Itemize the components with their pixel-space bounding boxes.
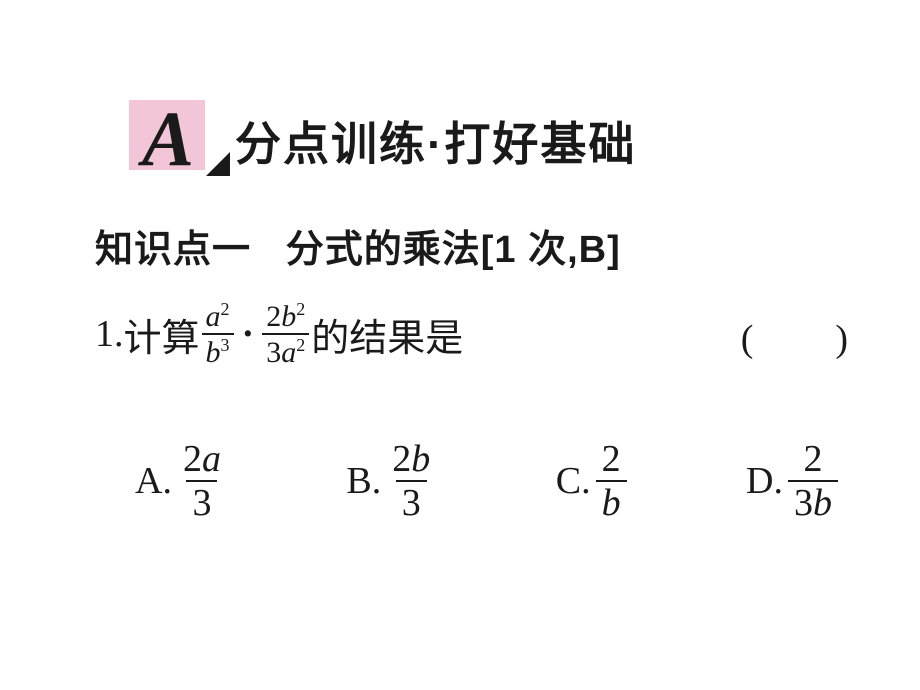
frac2-num-coef: 2 xyxy=(266,300,281,333)
option-c-label: C. xyxy=(556,459,591,503)
knowledge-point-heading: 知识点一 分式的乘法[1 次,B] xyxy=(95,218,621,273)
question-number: 1. xyxy=(95,312,124,356)
frac1-den-var: b xyxy=(206,336,221,369)
option-b: B. 2b 3 xyxy=(346,440,438,522)
opt-a-den: 3 xyxy=(192,482,211,524)
frac2-den-coef: 3 xyxy=(266,336,281,369)
knowledge-label: 知识点一 xyxy=(95,229,251,271)
question-stem: 1. 计算 a2 b3 · 2b2 3a2 的结果是 xyxy=(95,300,463,368)
option-a-fraction: 2a 3 xyxy=(177,440,227,522)
opt-c-den: b xyxy=(602,482,621,524)
letter-badge-text: A xyxy=(142,100,194,178)
option-c: C. 2 b xyxy=(556,440,629,522)
opt-c-num-coef: 2 xyxy=(602,438,621,480)
triangle-decoration xyxy=(206,152,230,176)
opt-b-num-var: b xyxy=(411,438,430,480)
fraction-1: a2 b3 xyxy=(202,300,234,368)
frac1-num-exp: 2 xyxy=(221,299,230,319)
question-1: 1. 计算 a2 b3 · 2b2 3a2 的结果是 ( ) xyxy=(95,300,850,368)
knowledge-topic: 分式的乘法 xyxy=(286,229,481,271)
frac1-num-var: a xyxy=(206,300,221,333)
letter-badge: A xyxy=(125,100,211,178)
opt-b-den: 3 xyxy=(402,482,421,524)
option-d-fraction: 2 3b xyxy=(788,440,838,522)
opt-d-den-var: b xyxy=(813,482,832,524)
section-header: A 分点训练·打好基础 xyxy=(125,100,636,178)
opt-d-num-coef: 2 xyxy=(803,438,822,480)
option-b-fraction: 2b 3 xyxy=(386,440,436,522)
opt-d-den-coef: 3 xyxy=(794,482,813,524)
option-d: D. 2 3b xyxy=(746,440,840,522)
frac2-num-var: b xyxy=(281,300,296,333)
section-title: 分点训练·打好基础 xyxy=(235,108,636,178)
multiply-operator: · xyxy=(242,312,255,356)
option-d-label: D. xyxy=(746,459,783,503)
opt-a-num-coef: 2 xyxy=(183,438,202,480)
option-c-fraction: 2 b xyxy=(596,440,627,522)
question-suffix: 的结果是 xyxy=(311,307,463,362)
option-a-label: A. xyxy=(135,459,172,503)
option-b-label: B. xyxy=(346,459,381,503)
options-container: A. 2a 3 B. 2b 3 C. 2 b D. 2 3b xyxy=(135,440,840,522)
frac1-den-exp: 3 xyxy=(221,335,230,355)
answer-blank: ( ) xyxy=(741,307,850,362)
question-prefix: 计算 xyxy=(124,307,200,362)
frac2-den-exp: 2 xyxy=(296,335,305,355)
option-a: A. 2a 3 xyxy=(135,440,229,522)
fraction-2: 2b2 3a2 xyxy=(262,300,309,368)
opt-a-num-var: a xyxy=(202,438,221,480)
frac2-den-var: a xyxy=(281,336,296,369)
opt-b-num-coef: 2 xyxy=(392,438,411,480)
knowledge-meta: [1 次,B] xyxy=(481,229,621,271)
frac2-num-exp: 2 xyxy=(296,299,305,319)
